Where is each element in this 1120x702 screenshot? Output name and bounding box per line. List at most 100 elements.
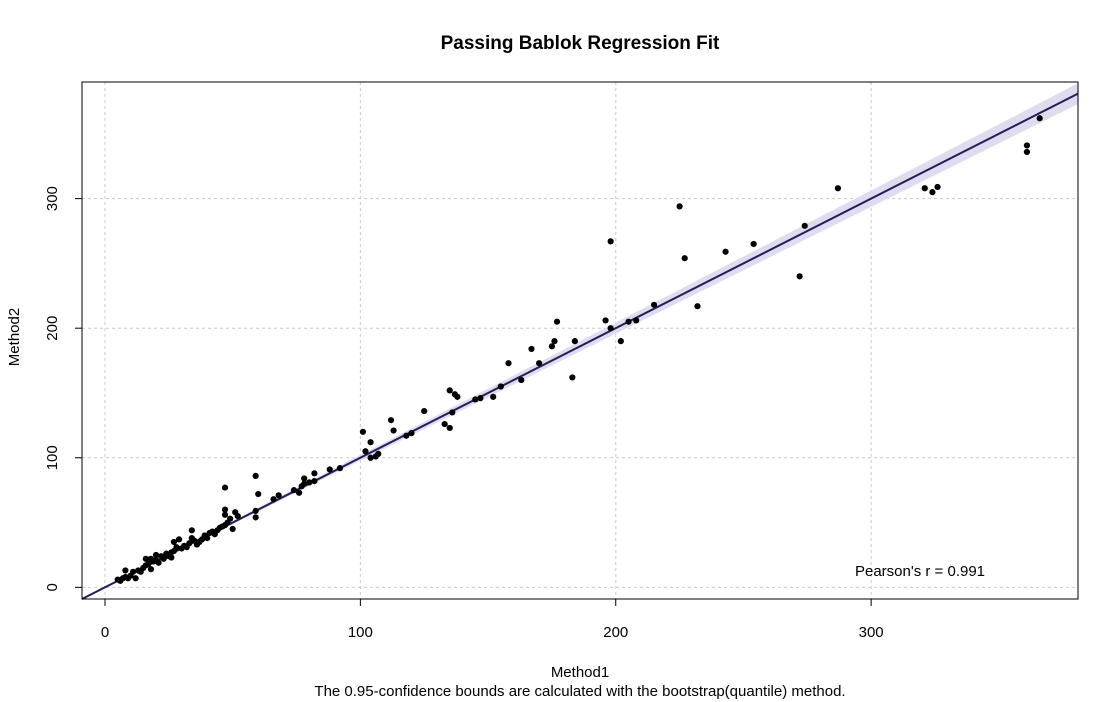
- data-point: [446, 387, 453, 394]
- data-point: [676, 203, 683, 210]
- data-point: [188, 527, 195, 534]
- data-point: [142, 555, 149, 562]
- data-point: [477, 395, 484, 402]
- y-axis: 0 100 200 300: [44, 186, 82, 592]
- data-point: [441, 420, 448, 428]
- data-point: [681, 255, 688, 262]
- data-point: [221, 506, 229, 513]
- data-point: [175, 536, 183, 543]
- data-point: [497, 383, 504, 390]
- data-point: [390, 427, 397, 434]
- data-point: [252, 514, 259, 521]
- data-point: [132, 575, 139, 582]
- data-point: [255, 490, 262, 498]
- data-point: [129, 568, 137, 575]
- data-point: [602, 317, 609, 324]
- data-point: [122, 567, 129, 574]
- data-point: [548, 343, 556, 350]
- data-point: [152, 551, 160, 559]
- data-point: [834, 185, 842, 192]
- data-point: [145, 560, 152, 568]
- data-point: [160, 555, 167, 562]
- data-point: [454, 393, 461, 400]
- data-point: [252, 472, 259, 480]
- data-point: [536, 360, 543, 367]
- data-point: [607, 238, 614, 245]
- data-point: [306, 479, 313, 486]
- footnote: The 0.95-confidence bounds are calculate…: [314, 683, 845, 700]
- data-points: [114, 115, 1043, 584]
- data-point: [311, 477, 318, 485]
- x-tick-label: 100: [348, 624, 373, 641]
- data-point: [518, 376, 525, 384]
- data-point: [650, 301, 658, 308]
- data-point: [362, 448, 369, 455]
- data-point: [275, 492, 282, 499]
- regression-lines: [81, 92, 1079, 600]
- data-point: [221, 484, 229, 491]
- data-point: [229, 525, 236, 533]
- y-axis-label: Method2: [6, 308, 23, 366]
- data-point: [204, 535, 211, 542]
- data-point: [173, 544, 180, 551]
- data-point: [571, 338, 578, 345]
- data-point: [446, 424, 453, 432]
- data-point: [421, 408, 428, 415]
- data-point: [326, 466, 333, 473]
- data-point: [505, 360, 512, 367]
- data-point: [1023, 148, 1031, 156]
- data-point: [301, 475, 308, 482]
- data-point: [168, 554, 175, 561]
- data-point: [633, 317, 640, 324]
- data-point: [252, 507, 259, 514]
- data-point: [234, 512, 241, 520]
- data-point: [170, 538, 178, 546]
- y-tick-label: 100: [44, 445, 61, 470]
- data-point: [155, 559, 162, 566]
- data-point: [311, 470, 318, 477]
- data-point: [617, 338, 624, 345]
- data-point: [270, 496, 277, 503]
- data-point: [367, 454, 374, 461]
- data-point: [227, 515, 234, 522]
- x-axis-label: Method1: [551, 664, 609, 681]
- data-point: [694, 303, 701, 310]
- data-point: [1036, 115, 1043, 122]
- y-tick-label: 0: [44, 583, 61, 591]
- y-tick-label: 300: [44, 186, 61, 211]
- data-point: [921, 185, 928, 192]
- data-point: [359, 428, 367, 435]
- y-tick-label: 200: [44, 316, 61, 341]
- regression-line: [81, 92, 1079, 600]
- data-point: [186, 540, 193, 547]
- data-point: [375, 450, 382, 457]
- x-tick-label: 200: [603, 624, 628, 641]
- data-point: [569, 374, 576, 381]
- data-point: [301, 480, 308, 487]
- data-point: [625, 318, 632, 325]
- data-point: [722, 248, 729, 255]
- data-point: [750, 240, 757, 248]
- data-point: [295, 489, 303, 496]
- data-point: [553, 318, 561, 325]
- data-point: [1023, 142, 1031, 149]
- data-point: [221, 511, 229, 518]
- data-point: [336, 465, 344, 472]
- data-point: [490, 393, 497, 400]
- data-point: [796, 273, 803, 280]
- x-tick-label: 0: [101, 624, 109, 641]
- data-point: [801, 222, 808, 229]
- data-point: [147, 566, 155, 573]
- data-point: [929, 189, 936, 196]
- data-point: [290, 487, 298, 494]
- data-point: [367, 439, 374, 446]
- grid-lines: [82, 82, 1078, 599]
- x-axis: 0 100 200 300: [101, 599, 884, 641]
- data-point: [528, 345, 535, 353]
- confidence-band: [82, 83, 1078, 600]
- confidence-band-area: [82, 83, 1078, 600]
- data-point: [934, 183, 941, 191]
- pearson-annotation: Pearson's r = 0.991: [855, 563, 985, 580]
- data-point: [449, 409, 456, 416]
